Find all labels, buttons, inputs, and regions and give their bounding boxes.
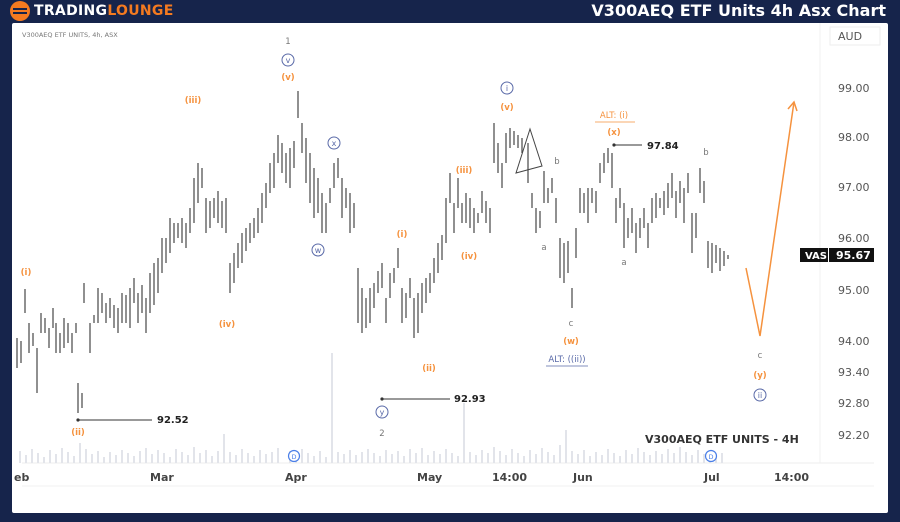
svg-text:(y): (y): [753, 371, 766, 381]
chart-watermark: V300AEQ ETF UNITS - 4H: [645, 433, 799, 446]
svg-text:b: b: [703, 148, 708, 158]
svg-text:(w): (w): [563, 337, 579, 347]
level-97-84: 97.84: [612, 141, 679, 152]
svg-text:98.00: 98.00: [838, 131, 870, 144]
svg-text:(i): (i): [397, 230, 408, 240]
chart-panel[interactable]: V300AEQ ETF UNITS, 4h, ASX AUD 99.00 98.…: [12, 23, 888, 513]
svg-text:92.80: 92.80: [838, 397, 870, 410]
logo-text: TRADINGLOUNGE: [34, 3, 174, 19]
svg-text:92.93: 92.93: [454, 394, 486, 405]
svg-text:c: c: [758, 351, 763, 361]
svg-text:(iv): (iv): [219, 320, 235, 330]
dividend-marker-jul[interactable]: D: [704, 449, 718, 463]
svg-text:(iii): (iii): [185, 96, 202, 106]
projection-path: [745, 101, 795, 337]
svg-text:(i): (i): [21, 268, 32, 278]
svg-text:14:00: 14:00: [774, 471, 809, 484]
svg-text:AUD: AUD: [838, 30, 862, 43]
svg-text:(iv): (iv): [461, 252, 477, 262]
svg-text:96.00: 96.00: [838, 232, 870, 245]
svg-text:97.84: 97.84: [647, 141, 679, 152]
svg-text:(v): (v): [281, 73, 294, 83]
svg-text:c: c: [569, 319, 574, 329]
svg-text:x: x: [332, 139, 337, 148]
svg-text:a: a: [621, 258, 626, 268]
last-price-tag: VAS 95.67: [800, 248, 874, 262]
svg-text:b: b: [554, 157, 559, 167]
wave-labels: (i) (ii) (iii) (iv) (v) v 1 w x y 2 (i) …: [21, 37, 767, 439]
svg-text:(ii): (ii): [71, 428, 85, 438]
svg-text:92.20: 92.20: [838, 429, 870, 442]
header: TRADINGLOUNGE V300AEQ ETF Units 4h Asx C…: [0, 0, 900, 22]
logo-icon: [10, 1, 30, 21]
svg-text:v: v: [286, 56, 291, 65]
svg-text:(iii): (iii): [456, 166, 473, 176]
currency-selector[interactable]: AUD: [829, 26, 881, 46]
price-axis[interactable]: 99.00 98.00 97.00 96.00 95.00 94.00 93.4…: [838, 82, 870, 442]
page-title: V300AEQ ETF Units 4h Asx Chart: [591, 1, 886, 20]
triangle-drawing: [515, 127, 543, 174]
svg-text:w: w: [315, 246, 322, 255]
svg-text:(v): (v): [500, 103, 513, 113]
svg-text:a: a: [541, 243, 546, 253]
symbol-label: V300AEQ ETF UNITS, 4h, ASX: [22, 31, 118, 39]
svg-text:Mar: Mar: [150, 471, 174, 484]
svg-text:(x): (x): [607, 128, 620, 138]
time-axis[interactable]: eb Mar Apr May 14:00 Jun Jul 14:00: [14, 471, 809, 484]
svg-text:95.67: 95.67: [836, 249, 871, 262]
svg-text:y: y: [380, 408, 385, 417]
svg-text:Apr: Apr: [285, 471, 307, 484]
svg-text:92.52: 92.52: [157, 415, 189, 426]
level-92-93: 92.93: [380, 394, 486, 405]
volume-bars: [19, 353, 723, 463]
svg-text:ALT: (i): ALT: (i): [600, 111, 628, 121]
svg-text:95.00: 95.00: [838, 284, 870, 297]
svg-text:1: 1: [285, 37, 290, 47]
level-92-52: 92.52: [76, 415, 189, 426]
svg-text:97.00: 97.00: [838, 181, 870, 194]
projection-arrowhead: [787, 100, 798, 112]
dividend-marker-apr[interactable]: D: [287, 449, 301, 463]
svg-text:eb: eb: [14, 471, 29, 484]
svg-text:May: May: [417, 471, 442, 484]
ohlc-bars: [16, 91, 729, 413]
svg-text:D: D: [708, 453, 713, 461]
svg-text:D: D: [291, 453, 296, 461]
svg-text:2: 2: [379, 429, 384, 439]
svg-text:(ii): (ii): [422, 364, 436, 374]
svg-text:i: i: [506, 84, 508, 93]
svg-text:99.00: 99.00: [838, 82, 870, 95]
svg-text:93.40: 93.40: [838, 366, 870, 379]
svg-text:94.00: 94.00: [838, 335, 870, 348]
svg-text:VAS: VAS: [805, 251, 827, 262]
svg-text:Jul: Jul: [703, 471, 720, 484]
svg-text:ALT: ((ii)): ALT: ((ii)): [548, 355, 585, 365]
svg-text:ii: ii: [758, 391, 762, 400]
svg-text:Jun: Jun: [572, 471, 593, 484]
svg-text:14:00: 14:00: [492, 471, 527, 484]
tradinglounge-logo: TRADINGLOUNGE: [10, 1, 174, 21]
